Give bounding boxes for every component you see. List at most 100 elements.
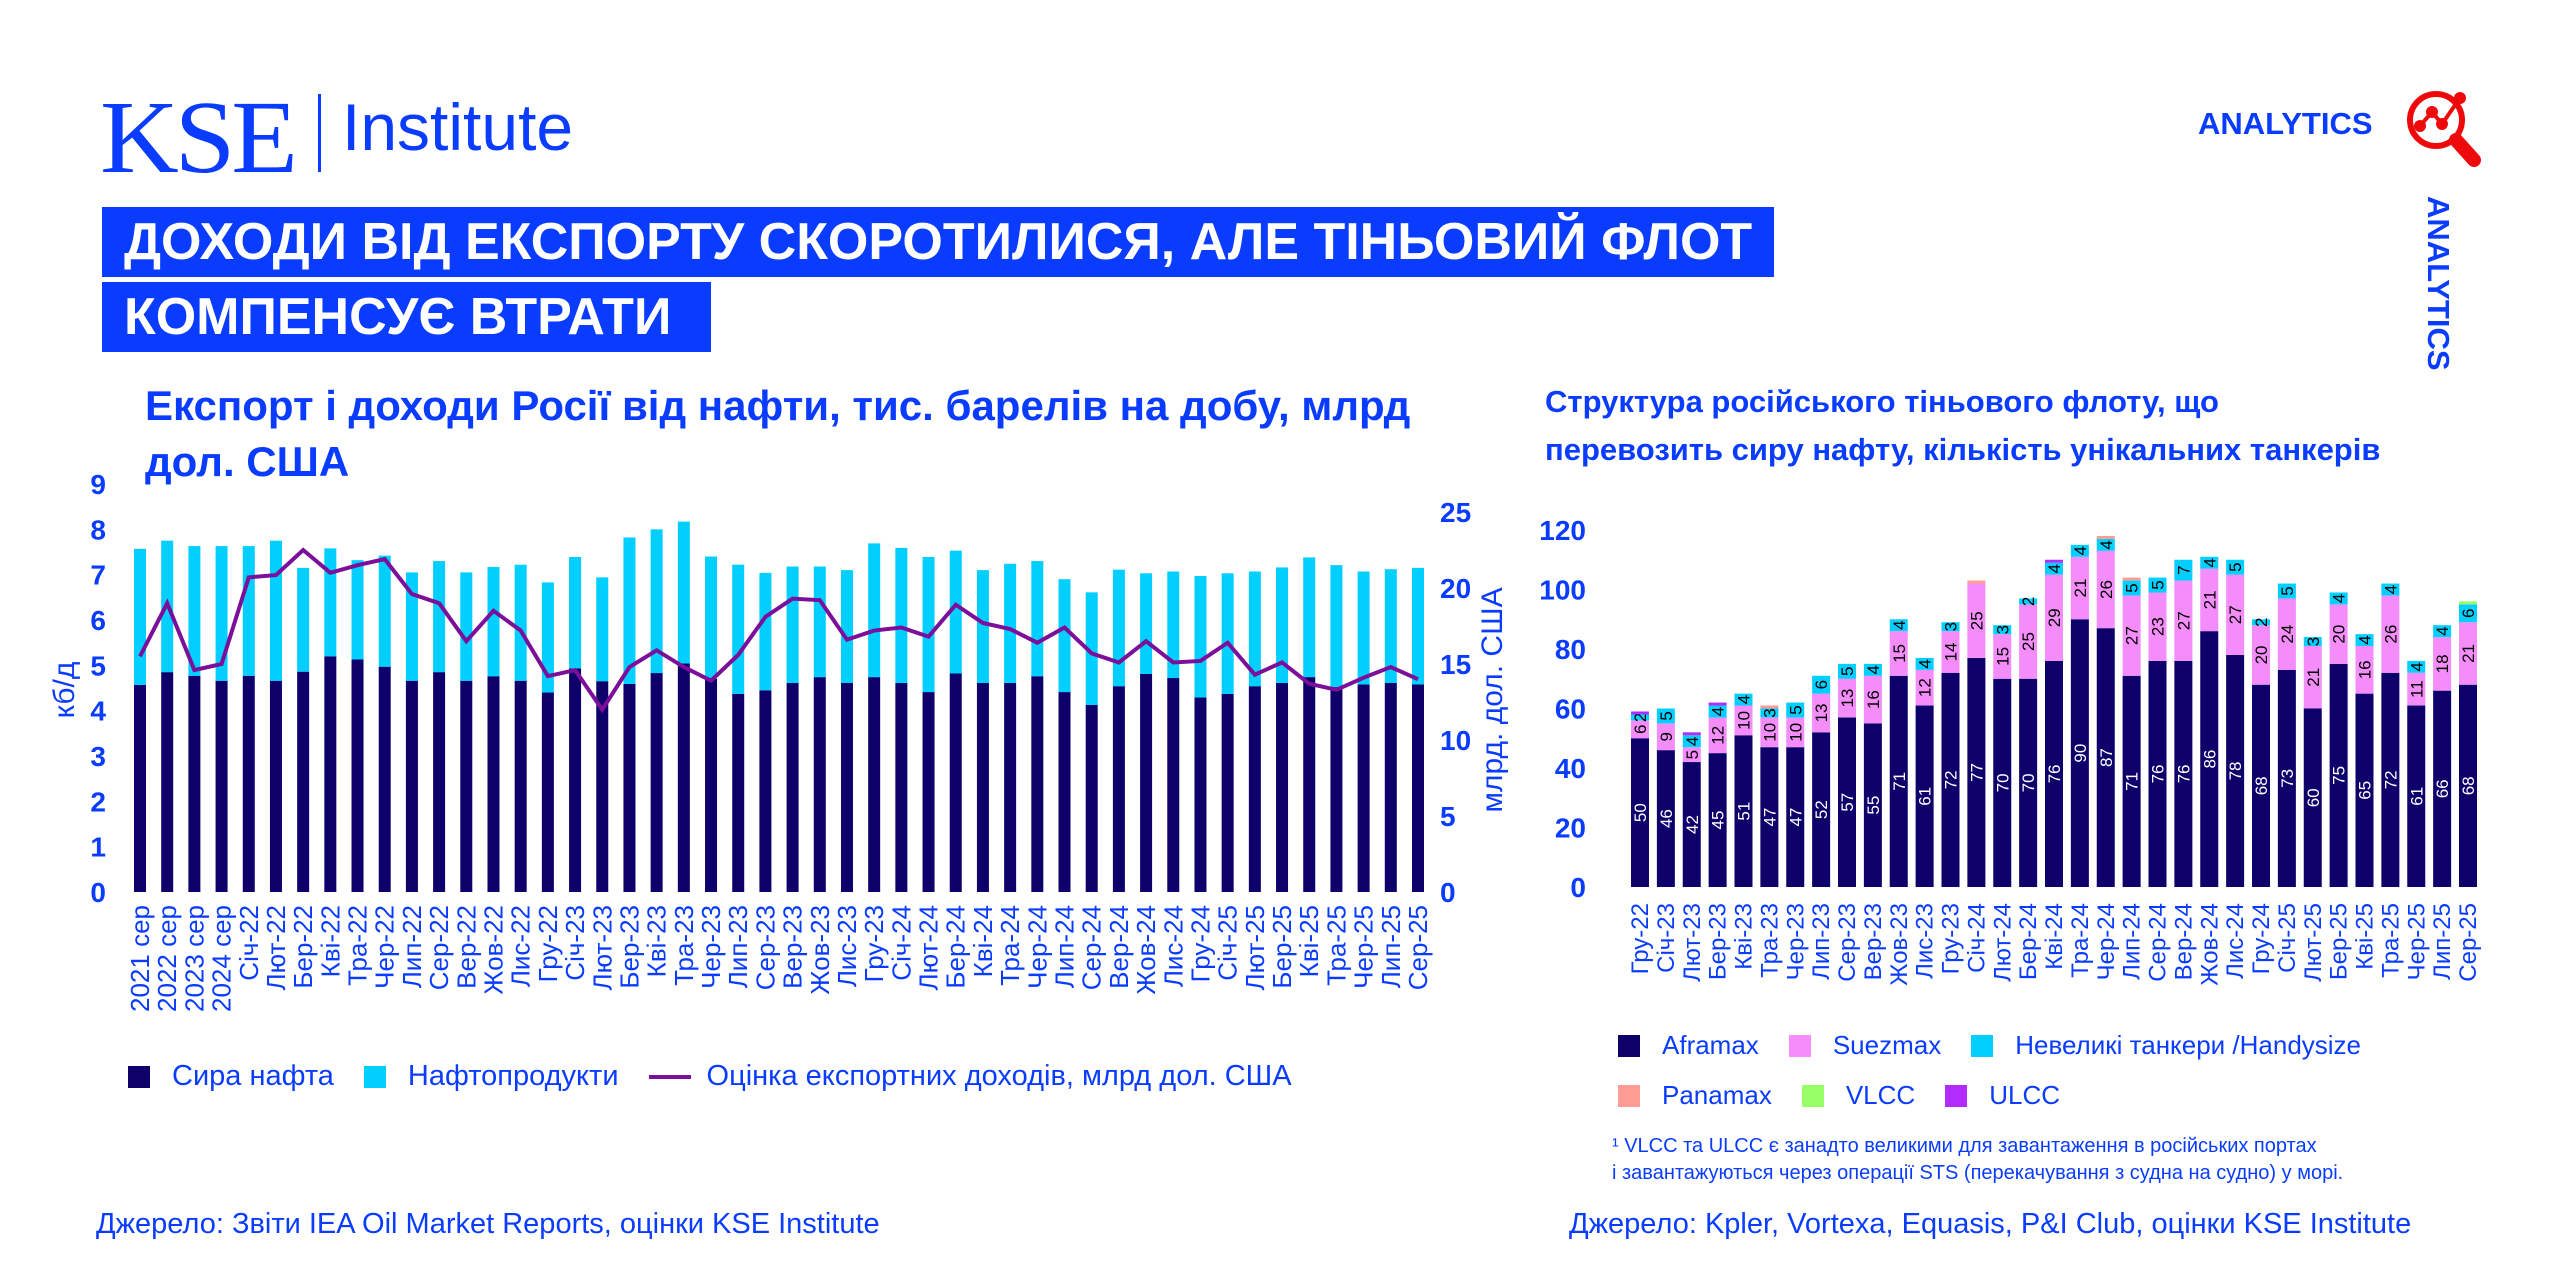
bar-crude-oil — [405, 680, 418, 892]
bar-oil-products — [1303, 557, 1316, 678]
data-label: 7 — [2174, 565, 2193, 574]
x-tick-label: Лип-24 — [2119, 903, 2146, 980]
y-tick-label: 9 — [90, 469, 106, 500]
bar-segment-handysize — [2174, 559, 2193, 581]
analytics-vertical-label: ANALYTICS — [2421, 196, 2456, 371]
right-chart-source: Джерело: Kpler, Vortexa, Equasis, P&I Cl… — [1569, 1208, 2412, 1240]
data-label: 76 — [2149, 764, 2168, 783]
bar-segment-aframax — [2148, 660, 2167, 887]
data-label: 13 — [1812, 704, 1831, 723]
bar-oil-products — [351, 560, 364, 660]
bar-oil-products — [297, 567, 310, 672]
bar-segment-suezmax — [2407, 672, 2426, 706]
bar-segment-aframax — [2200, 631, 2219, 887]
legend-label: Aframax — [1662, 1030, 1759, 1060]
bar-crude-oil — [487, 676, 500, 892]
data-label: 4 — [2045, 564, 2064, 573]
bar-segment-ulcc — [1708, 702, 1727, 706]
bar-crude-oil — [1004, 683, 1017, 892]
bar-crude-oil — [134, 684, 146, 892]
right-chart-legend-row-2: Panamax VLCC ULCC — [1618, 1080, 2090, 1111]
x-tick-label: Тра-25 — [1321, 905, 1351, 986]
bar-crude-oil — [1112, 686, 1125, 892]
bar-oil-products — [1167, 571, 1180, 679]
bar-oil-products — [1412, 567, 1424, 685]
bar-oil-products — [215, 546, 228, 681]
data-label: 15 — [1890, 644, 1909, 663]
x-tick-label: Бер-23 — [1705, 903, 1732, 980]
data-label: 14 — [1942, 643, 1961, 662]
data-label: 6 — [1812, 680, 1831, 689]
data-label: 29 — [2045, 608, 2064, 627]
x-tick-label: Лют-24 — [914, 905, 944, 990]
legend-item-revenue: Оцінка експортних доходів, млрд дол. США — [648, 1060, 1292, 1093]
bar-segment-suezmax — [1838, 678, 1856, 718]
bar-oil-products — [569, 556, 582, 669]
data-label: 57 — [1838, 793, 1857, 812]
bar-segment-handysize — [2019, 598, 2038, 605]
x-tick-label: Лис-22 — [506, 905, 536, 987]
bar-crude-oil — [623, 683, 636, 892]
bar-segment-suezmax — [2226, 574, 2245, 655]
bar-crude-oil — [976, 683, 989, 892]
data-label: 5 — [1786, 705, 1805, 714]
bar-crude-oil — [215, 680, 228, 892]
bar-crude-oil — [705, 678, 718, 892]
data-label: 61 — [1916, 787, 1935, 806]
data-label: 4 — [1890, 620, 1909, 629]
data-label: 11 — [2407, 680, 2426, 698]
bar-segment-suezmax — [1734, 705, 1753, 736]
bar-segment-suezmax — [1967, 583, 1986, 658]
data-label: 24 — [2278, 625, 2297, 644]
data-label: 45 — [1709, 811, 1728, 830]
x-tick-label: Бер-23 — [614, 905, 644, 989]
x-tick-label: Кві-24 — [968, 905, 998, 977]
bar-segment-suezmax — [2433, 637, 2452, 691]
x-tick-label: Гру-22 — [533, 905, 563, 982]
bar-crude-oil — [1412, 684, 1424, 892]
right-chart-legend-row-1: Aframax Suezmax Невеликі танкери /Handys… — [1618, 1030, 2391, 1061]
data-label: 5 — [2123, 583, 2142, 592]
x-tick-label: Чер-25 — [1349, 905, 1379, 989]
data-label: 76 — [2174, 764, 2193, 783]
x-tick-label: Сер-24 — [2145, 903, 2172, 982]
bar-segment-aframax — [1941, 672, 1960, 887]
x-tick-label: Лют-22 — [261, 905, 291, 990]
data-label: 4 — [2407, 662, 2426, 671]
legend-item-products: Нафтопродукти — [363, 1060, 619, 1093]
bar-crude-oil — [242, 675, 255, 892]
x-tick-label: Жов-23 — [805, 905, 835, 995]
bar-oil-products — [1276, 567, 1289, 684]
bar-segment-panamax — [2122, 577, 2141, 581]
bar-segment-aframax — [2433, 690, 2452, 887]
x-tick-label: Жов-23 — [1886, 903, 1913, 986]
data-label: 3 — [1760, 708, 1779, 717]
bar-segment-handysize — [1760, 708, 1779, 718]
logo-separator — [318, 94, 321, 172]
bar-segment-aframax — [1734, 735, 1753, 887]
bar-crude-oil — [351, 659, 364, 892]
x-tick-label: Сер-25 — [1403, 905, 1433, 990]
data-label: 5 — [2226, 562, 2245, 571]
data-label: 75 — [2330, 766, 2349, 785]
data-label: 21 — [2200, 590, 2219, 609]
bar-segment-aframax — [1993, 678, 2012, 887]
left-chart-legend: Сира нафта Нафтопродукти Оцінка експортн… — [128, 1060, 1322, 1093]
bar-segment-aframax — [2329, 663, 2348, 887]
bar-oil-products — [324, 548, 337, 657]
bar-oil-products — [596, 577, 609, 682]
bar-segment-aframax — [1889, 675, 1908, 887]
x-tick-label: Січ-25 — [2274, 903, 2301, 973]
bar-crude-oil — [1031, 676, 1044, 892]
x-tick-label: Січ-23 — [1653, 903, 1680, 973]
x-tick-label: Лип-23 — [1808, 903, 1835, 980]
bar-segment-aframax — [1838, 717, 1856, 887]
data-label: 10 — [1786, 723, 1805, 742]
legend-label: Оцінка експортних доходів, млрд дол. США — [706, 1060, 1292, 1092]
bar-segment-suezmax — [1708, 717, 1727, 754]
bar-segment-handysize — [1786, 702, 1805, 718]
bar-segment-suezmax — [1889, 631, 1908, 676]
x-tick-label: Лип-22 — [397, 905, 427, 988]
x-tick-label: Чер-24 — [2093, 903, 2120, 980]
